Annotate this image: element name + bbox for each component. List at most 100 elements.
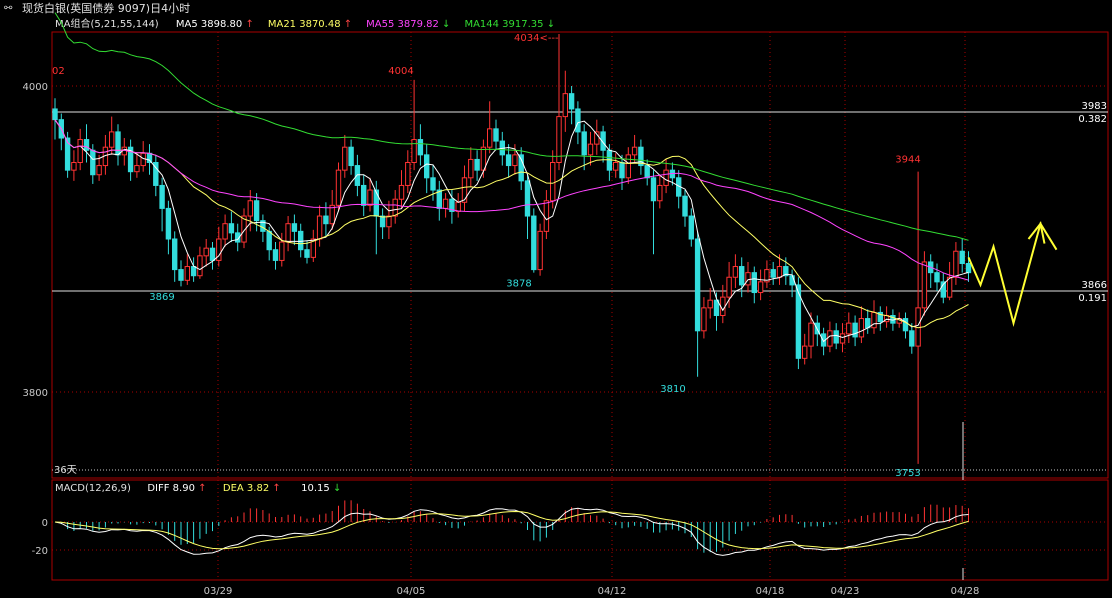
candle-body <box>487 128 493 148</box>
candle-body <box>631 146 638 156</box>
candle-body <box>323 215 329 225</box>
candle-body <box>688 215 694 240</box>
ma-legend-arrow: ↑ <box>340 19 353 30</box>
candle-body <box>531 215 537 271</box>
candle-body <box>657 184 663 202</box>
candle-body <box>436 189 443 209</box>
ma-legend-arrow: ↓ <box>543 19 556 30</box>
candle-body <box>921 261 928 309</box>
macd-diff-arrow: ↑ <box>198 483 207 494</box>
candle-body <box>367 189 373 206</box>
candle-body <box>203 247 209 257</box>
candle-body <box>335 169 342 206</box>
forecast-zigzag <box>967 221 1058 328</box>
candle-body <box>720 296 726 317</box>
candle-body <box>865 318 871 329</box>
candle-body <box>298 230 304 251</box>
candle-body <box>959 250 965 264</box>
candle-body <box>732 266 739 278</box>
candle-body <box>291 223 298 232</box>
candle-body <box>461 177 468 203</box>
candle-body <box>619 162 625 179</box>
candle-body <box>153 162 159 186</box>
candle-body <box>178 269 184 281</box>
candle-body <box>392 198 398 217</box>
candle-body <box>272 249 279 261</box>
candle-body <box>424 154 430 179</box>
candle-body <box>934 272 940 283</box>
candle-body <box>783 266 789 277</box>
candle-body <box>405 162 411 186</box>
candles-group <box>52 33 972 464</box>
candle-body <box>96 165 102 176</box>
window-title: 现货白银(英国债券 9097)日4小时 <box>22 2 191 15</box>
price-annotation: 3753 <box>895 468 920 479</box>
candle-body <box>354 165 361 186</box>
y-tick-label: 4000 <box>23 82 48 93</box>
macd-dea-line <box>54 510 969 550</box>
candle-body <box>537 230 543 271</box>
candle-body <box>625 154 631 179</box>
candle-body <box>64 137 71 171</box>
candle-body <box>757 281 764 294</box>
candle-body <box>505 154 512 167</box>
ma-legend-item: MA55 3879.82 ↓ <box>366 19 450 30</box>
candle-body <box>776 266 783 278</box>
candle-body <box>556 116 562 163</box>
candle-body <box>858 318 865 338</box>
candle-body <box>348 146 354 167</box>
macd-legend: MACD(12,26,9) DIFF 8.90 ↑ DEA 3.82 ↑ 10.… <box>55 482 341 496</box>
price-annotation: 3944 <box>895 155 920 166</box>
macd-dea-arrow: ↑ <box>272 483 281 494</box>
candle-body <box>739 266 745 286</box>
candle-body <box>808 322 814 347</box>
fib-level-label: 3983 <box>1082 101 1107 112</box>
candle-body <box>562 93 568 118</box>
ma-legend-item: MA5 3898.80 ↑ <box>176 19 254 30</box>
candle-body <box>694 238 701 332</box>
candle-body <box>512 154 518 167</box>
days-label: 36天 <box>54 465 77 476</box>
candle-body <box>474 158 480 171</box>
candle-body <box>568 93 575 110</box>
candle-body <box>373 189 380 217</box>
candle-body <box>852 322 858 338</box>
x-tick-label: 03/29 <box>204 586 233 597</box>
x-tick-label: 04/23 <box>831 586 860 597</box>
candle-body <box>833 330 839 344</box>
candle-body <box>650 177 657 202</box>
macd-diff-line <box>54 507 969 556</box>
candle-body <box>846 322 852 335</box>
ma-legend-item: MA21 3870.48 ↑ <box>268 19 352 30</box>
macd-panel-frame <box>51 479 1109 581</box>
candle-body <box>587 143 594 156</box>
candle-body <box>228 223 235 234</box>
candle-body <box>442 198 449 209</box>
candle-body <box>965 262 972 274</box>
candle-body <box>386 215 392 228</box>
candle-body <box>575 108 581 133</box>
price-annotation: 4034<--- <box>514 33 559 44</box>
candle-body <box>90 149 96 176</box>
forecast-arrowhead <box>1027 221 1046 244</box>
macd-y-tick: 0 <box>42 518 48 529</box>
macd-dea: DEA 3.82 <box>222 483 270 494</box>
candle-body <box>550 162 556 202</box>
candle-body <box>524 180 531 217</box>
candle-body <box>190 266 197 277</box>
candle-body <box>109 131 115 148</box>
candle-body <box>247 200 254 217</box>
candle-body <box>253 200 260 222</box>
candle-body <box>449 198 455 212</box>
fib-level-label: 3866 <box>1082 280 1107 291</box>
candle-body <box>235 232 241 243</box>
candle-body <box>802 345 808 359</box>
ma-group-label: MA组合(5,21,55,144) <box>55 19 159 30</box>
candle-body <box>707 299 713 309</box>
ma-legend-value: MA21 3870.48 <box>267 19 341 30</box>
candle-body <box>946 276 953 298</box>
candle-body <box>644 165 650 179</box>
candle-body <box>146 152 153 164</box>
candle-body <box>877 311 883 323</box>
